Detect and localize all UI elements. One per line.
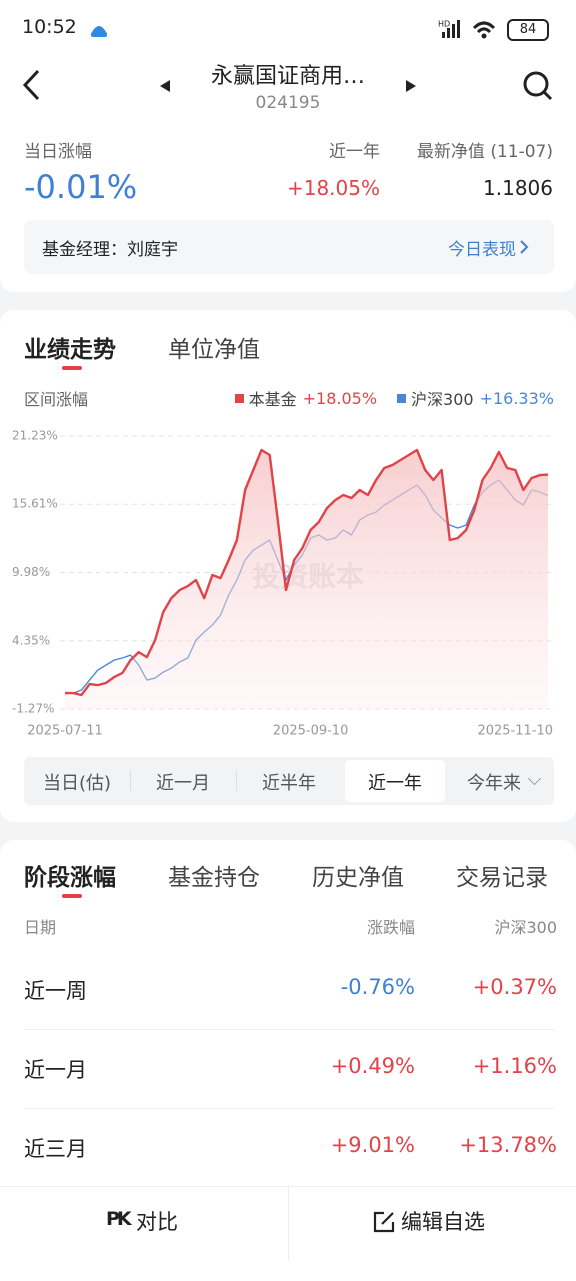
year-value: +18.05% [286,176,380,200]
chart-tab[interactable]: 单位净值 [168,337,260,363]
period: 近一周 [24,979,87,1003]
chevron [520,240,529,254]
series-line [65,448,549,697]
line-chart: 21.23%15.61%9.98%4.35%-1.27%投资账本2025-07-… [12,429,555,739]
clock: 10:52 [22,16,77,38]
svg-text:HD: HD [438,20,450,29]
x-tick-label: 2025-07-11 [27,724,103,739]
range-bar [24,757,554,805]
period: 近三月 [24,1137,87,1161]
y-tick-label: 21.23% [12,429,58,443]
legend-name: 本基金 [248,390,297,409]
fund-change: +9.01% [330,1133,415,1157]
legend-value: +16.33% [479,388,554,408]
daily-label: 当日涨幅 [24,142,92,162]
daily-value: -0.01% [24,168,138,206]
legend-name: 沪深300 [411,390,474,409]
legend-value: +18.05% [302,388,378,408]
legend-swatch [234,393,244,403]
range-option[interactable]: 今年来 [467,773,521,794]
index-change: +13.78% [459,1133,557,1157]
edit-button[interactable]: 编辑自选 [401,1210,485,1234]
period: 近一月 [24,1058,87,1082]
y-tick-label: 4.35% [12,633,50,647]
battery: 84 [507,19,549,41]
chart-tab[interactable]: 业绩走势 [24,337,116,363]
divider [130,771,131,791]
year-label: 近一年 [329,142,380,162]
nav-label: 最新净值 (11-07) [416,142,553,162]
row-divider [24,1029,554,1030]
app-icon [91,26,107,37]
legend: 本基金 +18.05% 沪深300 +16.33% [234,386,554,410]
row-divider [24,1108,554,1109]
divider [288,1186,289,1260]
legend-swatch [397,393,407,403]
tab-underline [62,366,82,370]
search-button[interactable] [522,70,554,102]
section-tab[interactable]: 基金持仓 [168,865,260,891]
fund-title: 永赢国证商用… [210,64,365,89]
pk-icon: PK [106,1208,132,1230]
y-tick-label: 9.98% [12,565,50,579]
signal-icons: HD [438,20,496,39]
fund-change: +0.49% [330,1054,415,1078]
column-header: 日期 [24,918,57,937]
area-fill [65,450,548,709]
section-tab[interactable]: 历史净值 [312,865,404,891]
manager-box[interactable] [24,220,554,274]
back-button[interactable] [20,68,44,102]
x-tick-label: 2025-11-10 [477,724,553,739]
fund-code: 024195 [255,93,321,113]
y-tick-label: 15.61% [12,497,58,511]
range-option[interactable]: 近一月 [156,773,210,794]
tab-underline [62,894,82,898]
section-tab[interactable]: 阶段涨幅 [24,865,116,891]
prev-fund[interactable] [158,78,172,94]
section-tab[interactable]: 交易记录 [456,865,548,891]
column-header: 沪深300 [494,918,557,937]
stage-card [0,840,576,1200]
compare-button[interactable]: 对比 [136,1210,178,1234]
range-option[interactable]: 当日(估) [42,773,112,794]
divider [236,771,237,791]
next-fund[interactable] [404,78,418,94]
index-change: +1.16% [472,1054,557,1078]
range-active-bg [345,760,445,802]
y-tick-label: -1.27% [12,702,54,716]
range-option[interactable]: 近半年 [262,773,316,794]
edit-icon [373,1211,395,1233]
column-header: 涨跌幅 [366,918,415,937]
x-tick-label: 2025-09-10 [273,724,349,739]
range-option[interactable]: 近一年 [368,773,422,794]
today-link[interactable]: 今日表现 [448,240,516,260]
nav-value: 1.1806 [483,176,553,200]
index-change: +0.37% [472,975,557,999]
fund-change: -0.76% [340,975,415,999]
chart-subtitle: 区间涨幅 [24,390,89,409]
manager-name: 基金经理：刘庭宇 [42,240,178,260]
